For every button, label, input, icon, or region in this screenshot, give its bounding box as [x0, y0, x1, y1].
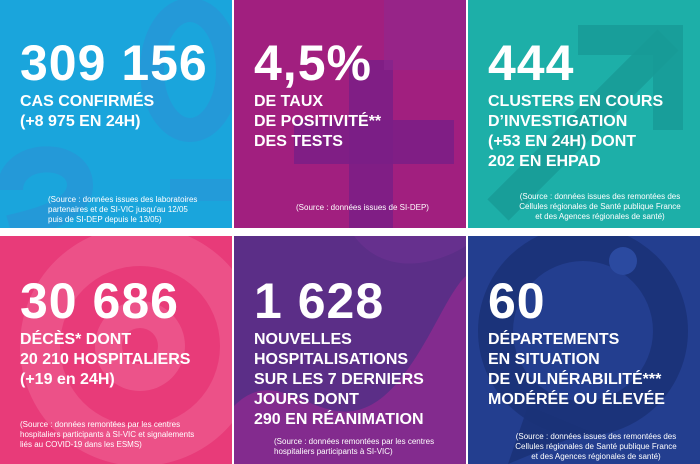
- clusters-description: CLUSTERS EN COURS D’INVESTIGATION (+53 E…: [488, 93, 664, 170]
- tile-clusters: 444 CLUSTERS EN COURS D’INVESTIGATION (+…: [468, 0, 700, 228]
- hospitalisations-description: NOUVELLES HOSPITALISATIONS SUR LES 7 DER…: [254, 331, 424, 428]
- clusters-source: (Source : données issues des remontées d…: [519, 192, 681, 221]
- positivity-description: DE TAUX DE POSITIVITÉ** DES TESTS: [254, 93, 382, 150]
- departments-description: DÉPARTEMENTS EN SITUATION DE VULNÉRABILI…: [488, 331, 665, 408]
- departments-value: 60: [488, 273, 546, 329]
- deaths-source: (Source : données remontées par les cent…: [20, 420, 195, 449]
- hospitalisations-value: 1 628: [254, 273, 385, 329]
- cases-description: CAS CONFIRMÉS (+8 975 EN 24H): [20, 92, 154, 132]
- departments-source: (Source : données issues des remontées d…: [515, 432, 677, 461]
- clusters-value: 444: [488, 35, 575, 91]
- positivity-value: 4,5%: [254, 35, 372, 91]
- tile-confirmed-cases: 309 156 CAS CONFIRMÉS (+8 975 EN 24H) (S…: [0, 0, 232, 228]
- deaths-description: DÉCÈS* DONT 20 210 HOSPITALIERS (+19 en …: [20, 331, 191, 388]
- cases-value: 309 156: [20, 35, 208, 91]
- tile-positivity-rate: 4,5% DE TAUX DE POSITIVITÉ** DES TESTS (…: [234, 0, 466, 228]
- cases-source: (Source : données issues des laboratoire…: [48, 195, 198, 224]
- tile-deaths: 30 686 DÉCÈS* DONT 20 210 HOSPITALIERS (…: [0, 236, 232, 464]
- cases-line-1: CAS CONFIRMÉS: [20, 93, 155, 110]
- deaths-value: 30 686: [20, 273, 179, 329]
- cases-line-2: (+8 975 EN 24H): [20, 113, 141, 130]
- positivity-source: (Source : données issues de SI-DEP): [296, 203, 429, 212]
- tile-departments: 60 DÉPARTEMENTS EN SITUATION DE VULNÉRAB…: [468, 236, 700, 464]
- hospitalisations-source: (Source : données remontées par les cent…: [274, 437, 435, 456]
- tile-hospitalisations: 1 628 NOUVELLES HOSPITALISATIONS SUR LES…: [234, 236, 466, 464]
